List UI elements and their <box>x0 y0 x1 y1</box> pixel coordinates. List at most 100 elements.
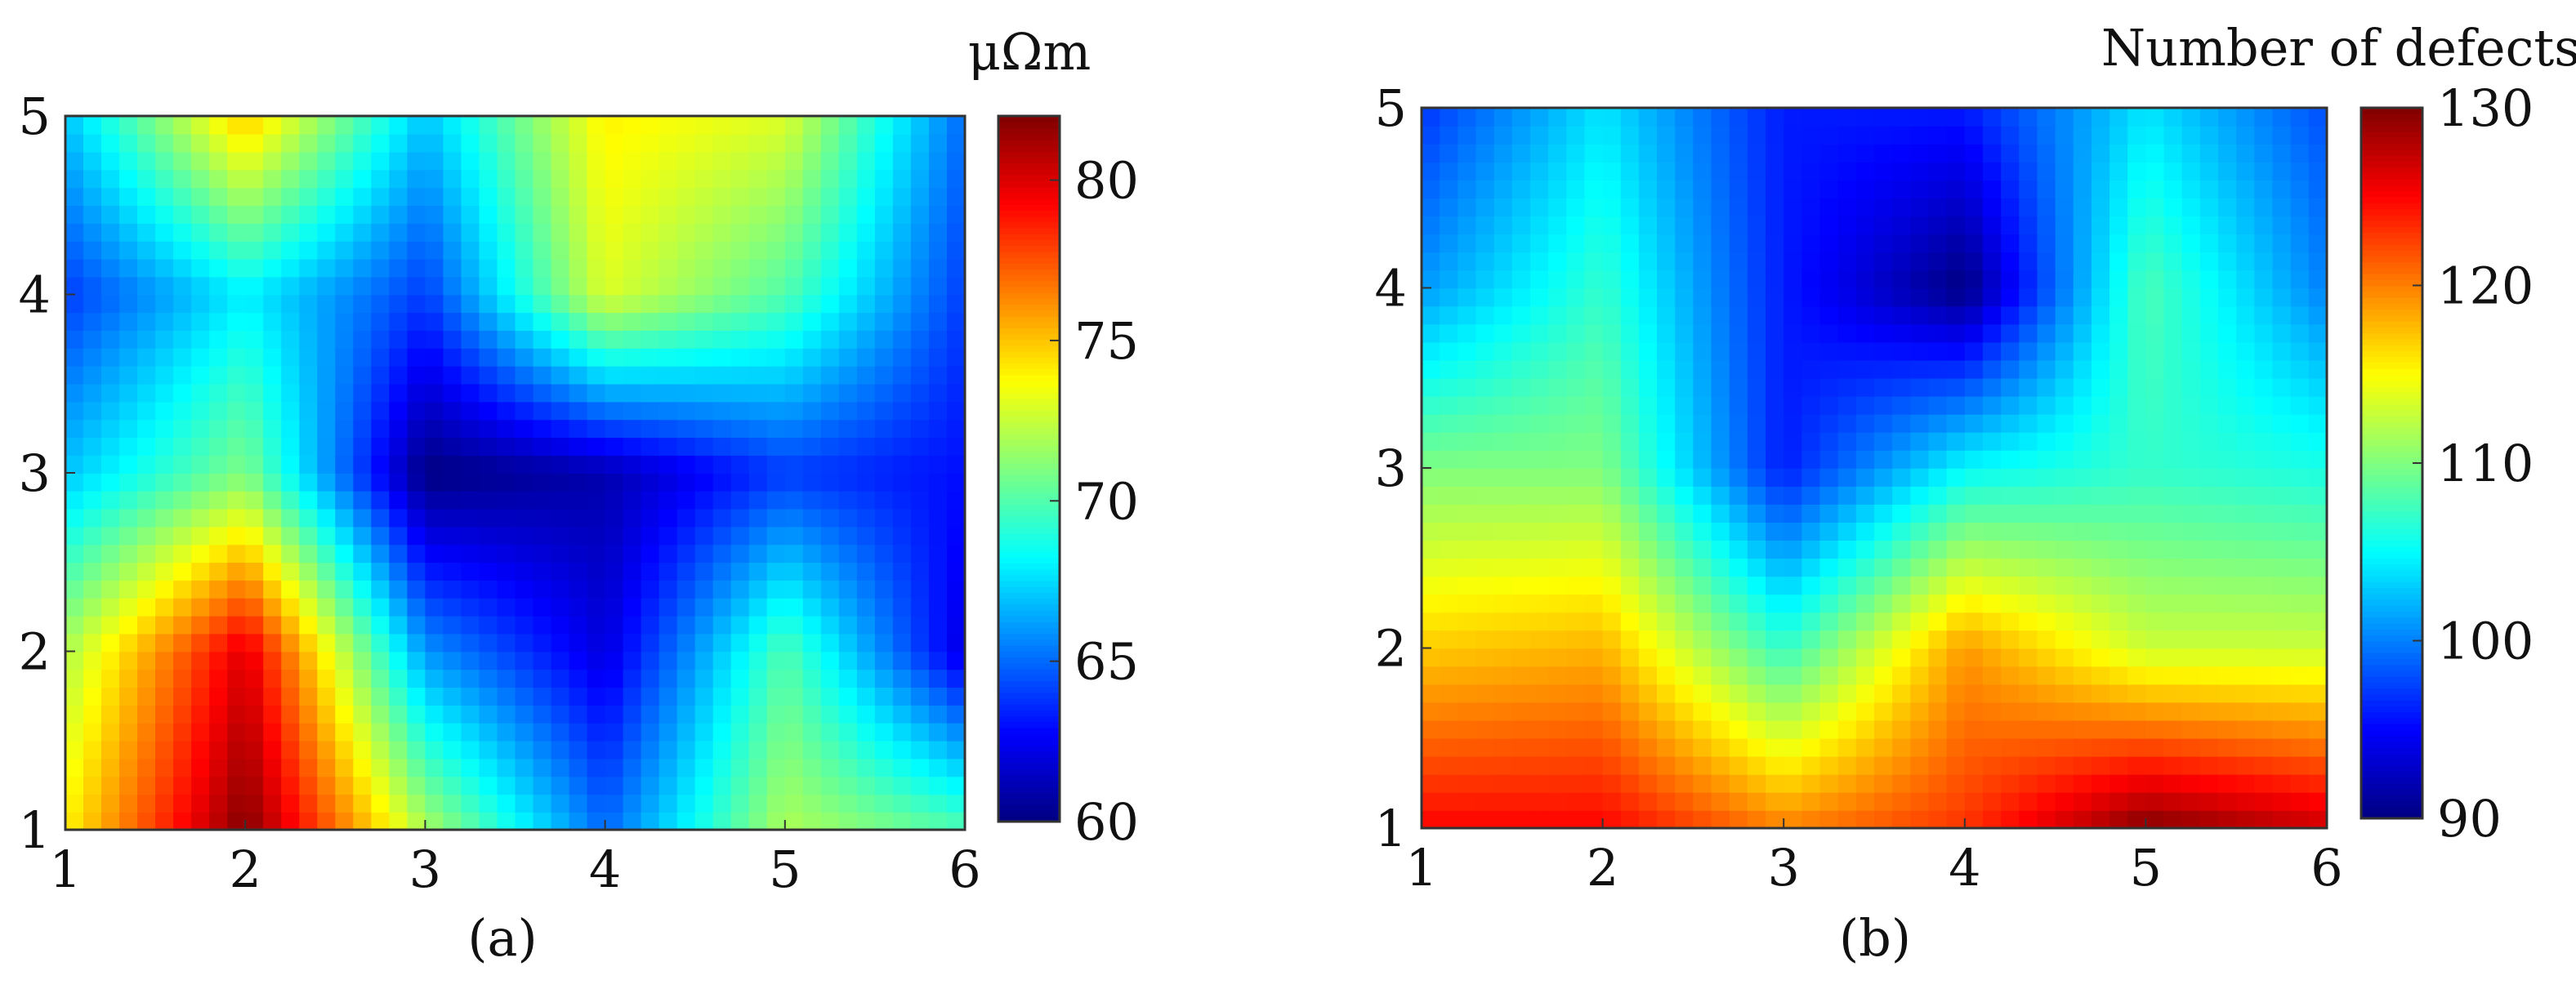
heatmap-cell <box>1910 486 1930 505</box>
heatmap-cell <box>533 312 552 331</box>
heatmap-cell <box>1422 377 1440 397</box>
heatmap-cell <box>461 133 480 153</box>
heatmap-cell <box>1892 666 1912 685</box>
heatmap-cell <box>820 383 840 403</box>
heatmap-cell <box>694 401 714 421</box>
heatmap-cell <box>641 276 660 296</box>
heatmap-cell <box>2272 431 2292 451</box>
heatmap-cell <box>784 562 804 581</box>
heatmap-cell <box>227 312 246 331</box>
heatmap-cell <box>1511 576 1531 595</box>
heatmap-cell <box>1837 576 1857 595</box>
heatmap-cell <box>676 187 696 207</box>
heatmap-cell <box>802 633 822 653</box>
heatmap-cell <box>2236 359 2256 379</box>
heatmap-cell <box>1476 359 1495 379</box>
heatmap-cell <box>874 133 894 153</box>
heatmap-cell <box>209 401 228 421</box>
heatmap-cell <box>2308 377 2328 397</box>
heatmap-cell <box>137 240 156 260</box>
heatmap-cell <box>1675 216 1694 235</box>
heatmap-cell <box>2218 144 2237 163</box>
heatmap-cell <box>820 687 840 706</box>
heatmap-cell <box>623 348 642 367</box>
heatmap-cell <box>479 597 498 617</box>
heatmap-cell <box>2272 377 2292 397</box>
heatmap-cell <box>1946 522 1966 541</box>
heatmap-cell <box>1458 305 1477 325</box>
heatmap-cell <box>335 151 355 171</box>
heatmap-cell <box>2236 216 2256 235</box>
heatmap-cell <box>497 276 516 296</box>
colorbar-band <box>2361 463 2422 470</box>
heatmap-cell <box>533 794 552 813</box>
heatmap-cell <box>2055 702 2074 721</box>
heatmap-cell <box>623 615 642 635</box>
heatmap-cell <box>1766 486 1784 505</box>
heatmap-cell <box>2091 234 2110 253</box>
heatmap-cell <box>1801 234 1821 253</box>
heatmap-cell <box>1693 809 1712 829</box>
heatmap-cell <box>2145 108 2165 127</box>
heatmap-cell <box>1711 684 1730 703</box>
heatmap-cell <box>443 705 462 724</box>
heatmap-cell <box>1422 216 1440 235</box>
heatmap-cell <box>209 812 228 831</box>
heatmap-cell <box>605 544 624 564</box>
heatmap-cell <box>479 544 498 564</box>
heatmap-cell <box>1620 449 1640 469</box>
heatmap-cell <box>694 633 714 653</box>
heatmap-cell <box>2109 630 2129 649</box>
heatmap-cell <box>389 687 408 706</box>
heatmap-cell <box>1584 270 1604 289</box>
heatmap-cell <box>2073 468 2092 487</box>
heatmap-cell <box>2055 305 2074 325</box>
heatmap-cell <box>1784 341 1803 361</box>
heatmap-cell <box>317 383 337 403</box>
heatmap-cell <box>1511 737 1531 757</box>
heatmap-cell <box>1584 791 1604 811</box>
heatmap-cell <box>137 223 156 242</box>
heatmap-cell <box>1747 630 1766 649</box>
heatmap-cell <box>1548 144 1568 163</box>
heatmap-cell <box>1476 594 1495 613</box>
heatmap-cell <box>2181 305 2201 325</box>
heatmap-cell <box>1910 791 1930 811</box>
heatmap-cell <box>65 651 84 670</box>
heatmap-cell <box>461 812 480 831</box>
heatmap-cell <box>2290 216 2310 235</box>
heatmap-cell <box>730 240 750 260</box>
heatmap-cell <box>263 348 283 367</box>
heatmap-cell <box>479 437 498 456</box>
heatmap-cell <box>605 401 624 421</box>
heatmap-cell <box>1440 359 1459 379</box>
heatmap-cell <box>1711 719 1730 739</box>
heatmap-cell <box>209 615 228 635</box>
heatmap-cell <box>587 133 606 153</box>
heatmap-cell <box>1657 180 1676 199</box>
heatmap-cell <box>766 562 786 581</box>
heatmap-cell <box>1620 468 1640 487</box>
heatmap-cell <box>101 330 120 349</box>
heatmap-cell <box>569 330 588 349</box>
heatmap-cell <box>407 348 426 367</box>
heatmap-cell <box>245 776 265 795</box>
heatmap-cell <box>461 383 480 403</box>
heatmap-cell <box>1711 270 1730 289</box>
heatmap-cell <box>802 240 822 260</box>
heatmap-cell <box>2145 395 2165 415</box>
heatmap-cell <box>605 687 624 706</box>
heatmap-cell <box>425 294 444 314</box>
heatmap-cell <box>2001 234 2020 253</box>
heatmap-cell <box>2127 126 2147 145</box>
heatmap-cell <box>623 776 642 795</box>
heatmap-cell <box>1729 108 1748 127</box>
heatmap-cell <box>479 633 498 653</box>
heatmap-cell <box>1675 377 1694 397</box>
heatmap-cell <box>2218 504 2237 523</box>
heatmap-cell <box>479 669 498 688</box>
heatmap-cell <box>245 437 265 456</box>
heatmap-cell <box>2272 468 2292 487</box>
heatmap-cell <box>2001 449 2020 469</box>
heatmap-cell <box>2091 504 2110 523</box>
